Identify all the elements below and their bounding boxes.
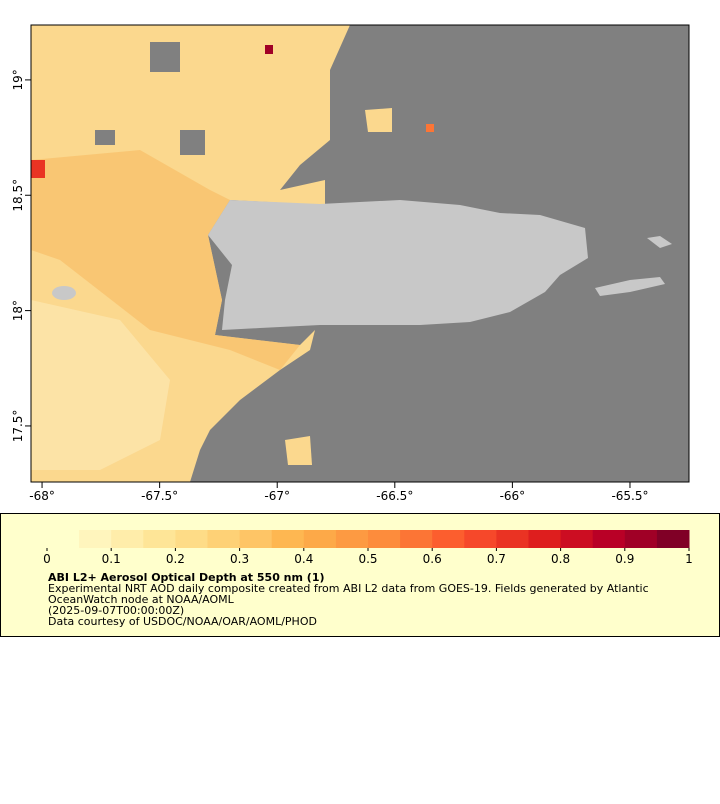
x-tick-label: -68° — [29, 489, 55, 503]
colorbar-swatch — [175, 530, 208, 548]
lake — [52, 286, 76, 300]
colorbar-swatch — [432, 530, 465, 548]
vieques — [595, 277, 665, 296]
colorbar-swatch — [656, 530, 690, 548]
colorbar-swatch — [207, 530, 241, 548]
colorbar-swatch — [111, 530, 144, 548]
x-tick-label: -66° — [500, 489, 526, 503]
gap — [180, 130, 205, 155]
colorbar-swatch — [528, 530, 562, 548]
aod-patch — [365, 108, 392, 132]
caption-title: ABI L2+ Aerosol Optical Depth at 550 nm … — [48, 571, 325, 584]
aod-field-light — [31, 300, 170, 470]
colorbar-swatch — [79, 530, 112, 548]
colorbar-tick-label: 0.9 — [615, 552, 634, 566]
puerto-rico — [208, 200, 588, 330]
colorbar-swatch — [335, 530, 369, 548]
colorbar-tick-label: 0.1 — [102, 552, 121, 566]
x-tick-label: -67.5° — [141, 489, 178, 503]
caption-line: OceanWatch node at NOAA/AOML — [48, 593, 235, 606]
colorbar-swatch — [239, 530, 273, 548]
caption-line: (2025-09-07T00:00:00Z) — [48, 604, 184, 617]
gap — [150, 42, 180, 72]
map-frame — [30, 24, 690, 483]
colorbar-swatch — [143, 530, 176, 548]
colorbar-tick-label: 0.6 — [423, 552, 442, 566]
colorbar-swatch — [303, 530, 337, 548]
colorbar-swatch — [400, 530, 433, 548]
colorbar-swatch — [271, 530, 305, 548]
colorbar-tick-label: 0.5 — [358, 552, 377, 566]
colorbar-tick-label: 0.2 — [166, 552, 185, 566]
colorbar-swatch — [47, 530, 80, 548]
y-tick-label: 17.5° — [11, 410, 25, 443]
aod-pixel — [426, 124, 434, 132]
colorbar-tick-label: 0.7 — [487, 552, 506, 566]
colorbar-swatch — [624, 530, 658, 548]
caption-line: Data courtesy of USDOC/NOAA/OAR/AOML/PHO… — [48, 615, 317, 628]
aod-pixel — [31, 160, 45, 178]
colorbar-tick-label: 0.8 — [551, 552, 570, 566]
x-tick-label: -65.5° — [611, 489, 648, 503]
colorbar-tick-label: 0 — [43, 552, 51, 566]
y-tick-label: 19° — [11, 69, 25, 90]
colorbar-swatch — [368, 530, 401, 548]
colorbar-swatch — [496, 530, 529, 548]
map-layer — [30, 24, 690, 483]
x-tick-label: -67° — [264, 489, 290, 503]
gap — [95, 130, 115, 145]
colorbar-swatch — [560, 530, 594, 548]
aod-patch — [285, 436, 312, 465]
caption-line: Experimental NRT AOD daily composite cre… — [48, 582, 649, 595]
colorbar-swatch — [592, 530, 626, 548]
colorbar-tick-label: 0.3 — [230, 552, 249, 566]
y-tick-label: 18° — [11, 300, 25, 321]
x-tick-label: -66.5° — [376, 489, 413, 503]
y-tick-label: 18.5° — [11, 179, 25, 212]
colorbar-tick-label: 0.4 — [294, 552, 313, 566]
culebra — [647, 236, 672, 248]
colorbar-tick-label: 1 — [685, 552, 693, 566]
colorbar-swatch — [464, 530, 497, 548]
aod-pixel — [265, 45, 273, 54]
aod-field-dense — [31, 150, 300, 370]
